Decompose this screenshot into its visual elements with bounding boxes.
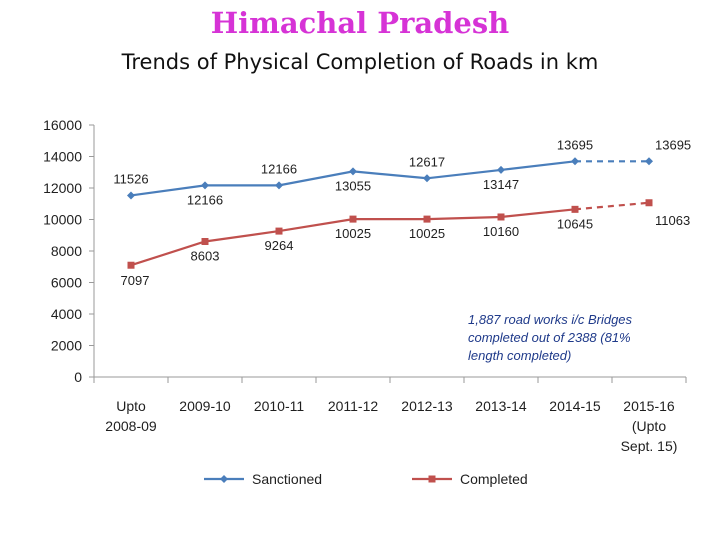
data-label-completed: 10025 xyxy=(409,226,445,241)
data-label-sanctioned: 12166 xyxy=(187,192,223,207)
legend-marker-completed xyxy=(428,475,436,483)
data-point-sanctioned xyxy=(127,191,135,200)
data-point-sanctioned xyxy=(423,174,431,183)
x-tick-label: 2014-15 xyxy=(549,398,601,414)
x-tick-label: 2015-16 (Upto Sept. 15) xyxy=(621,398,678,454)
data-label-completed: 9264 xyxy=(265,238,294,253)
y-tick-label: 14000 xyxy=(43,149,82,165)
legend-label-completed: Completed xyxy=(460,471,528,487)
data-point-completed xyxy=(423,215,431,223)
annotation-line: completed out of 2388 (81% xyxy=(468,330,631,345)
data-label-sanctioned: 13695 xyxy=(655,137,691,152)
page-title: Himachal Pradesh xyxy=(210,6,510,40)
x-tick-label: 2011-12 xyxy=(328,398,379,414)
chart-annotation: 1,887 road works i/c Bridges completed ou… xyxy=(468,312,633,363)
data-label-sanctioned: 13695 xyxy=(557,137,593,152)
data-label-sanctioned: 13147 xyxy=(483,177,519,192)
data-label-completed: 10025 xyxy=(335,226,371,241)
chart-subtitle: Trends of Physical Completion of Roads i… xyxy=(121,50,599,74)
data-point-completed xyxy=(127,261,135,269)
data-point-sanctioned xyxy=(201,181,209,190)
y-tick-label: 2000 xyxy=(51,338,82,354)
x-tick-label: Upto 2008-09 xyxy=(105,398,157,434)
data-label-sanctioned: 13055 xyxy=(335,178,371,193)
data-label-completed: 7097 xyxy=(121,273,150,288)
y-tick-label: 0 xyxy=(74,369,82,385)
annotation-line: 1,887 road works i/c Bridges xyxy=(468,312,633,327)
data-label-completed: 11063 xyxy=(655,213,690,228)
legend-marker-sanctioned xyxy=(220,475,228,483)
data-point-completed xyxy=(497,213,505,221)
series-sanctioned: 11526 12166 12166 13055 12617 13147 13695 13695 xyxy=(113,137,691,207)
data-point-sanctioned xyxy=(497,165,505,174)
y-tick-label: 4000 xyxy=(51,306,82,322)
y-tick-label: 16000 xyxy=(43,117,82,133)
data-point-completed xyxy=(201,238,209,246)
data-point-sanctioned xyxy=(349,167,357,176)
annotation-line: length completed) xyxy=(468,348,571,363)
data-point-sanctioned xyxy=(571,157,579,166)
y-tick-label: 10000 xyxy=(43,212,82,228)
data-point-completed xyxy=(349,215,357,223)
data-label-completed: 10160 xyxy=(483,224,519,239)
data-point-sanctioned xyxy=(275,181,283,190)
data-label-sanctioned: 12617 xyxy=(409,154,445,169)
data-point-sanctioned xyxy=(645,157,653,166)
legend-label-sanctioned: Sanctioned xyxy=(252,471,322,487)
data-point-completed xyxy=(571,205,579,213)
chart-axes: 0 2000 4000 6000 8000 10000 12000 14000 16000 Upt… xyxy=(43,117,687,454)
series-projection-completed xyxy=(574,201,650,211)
y-tick-label: 12000 xyxy=(43,180,82,196)
x-tick-label: 2010-11 xyxy=(254,398,305,414)
chart-series: 11526 12166 12166 13055 12617 13147 13695 13695… xyxy=(113,137,691,288)
data-label-sanctioned: 11526 xyxy=(113,171,148,186)
y-tick-label: 6000 xyxy=(51,275,82,291)
data-point-completed xyxy=(645,199,653,207)
x-tick-label: 2013-14 xyxy=(475,398,527,414)
data-label-completed: 8603 xyxy=(191,249,220,264)
data-point-completed xyxy=(275,227,283,235)
series-completed: 7097 8603 9264 10025 10025 10160 10645 11063 xyxy=(121,199,690,288)
x-tick-label: 2009-10 xyxy=(179,398,231,414)
y-tick-label: 8000 xyxy=(51,243,82,259)
x-tick-label: 2012-13 xyxy=(401,398,453,414)
chart-legend: Sanctioned Completed xyxy=(204,471,528,487)
data-label-sanctioned: 12166 xyxy=(261,161,297,176)
data-label-completed: 10645 xyxy=(557,216,593,231)
